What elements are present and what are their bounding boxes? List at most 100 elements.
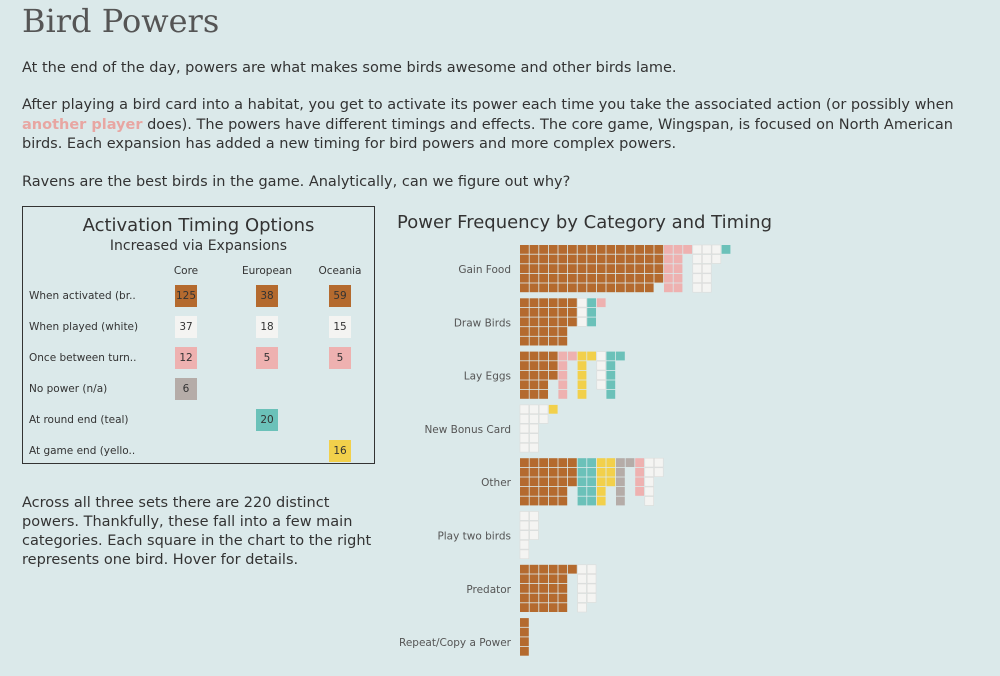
bird-square[interactable] [568, 351, 577, 361]
bird-square[interactable] [539, 603, 548, 612]
bird-square[interactable] [520, 477, 529, 487]
bird-square[interactable] [606, 380, 616, 390]
bird-square[interactable] [548, 283, 558, 293]
bird-square[interactable] [520, 254, 529, 264]
bird-square[interactable] [577, 602, 587, 613]
bird-square[interactable] [520, 487, 529, 496]
bird-square[interactable] [577, 458, 587, 467]
bird-square[interactable] [520, 574, 529, 584]
bird-square[interactable] [519, 520, 530, 531]
bird-square[interactable] [596, 496, 606, 506]
bird-square[interactable] [702, 244, 712, 255]
timing-count-cell[interactable]: 38 [256, 285, 278, 307]
bird-square[interactable] [654, 254, 664, 264]
bird-square[interactable] [519, 404, 530, 414]
bird-square[interactable] [548, 458, 558, 467]
bird-square[interactable] [711, 244, 722, 255]
bird-square[interactable] [539, 467, 548, 477]
bird-square[interactable] [558, 361, 568, 370]
bird-square[interactable] [606, 477, 616, 487]
bird-square[interactable] [577, 351, 587, 361]
bird-square[interactable] [664, 245, 673, 254]
bird-square[interactable] [702, 254, 712, 264]
bird-square[interactable] [606, 467, 616, 477]
bird-square[interactable] [664, 273, 673, 283]
bird-square[interactable] [539, 477, 548, 487]
bird-square[interactable] [644, 486, 654, 497]
bird-square[interactable] [529, 574, 539, 584]
bird-square[interactable] [644, 245, 654, 254]
bird-square[interactable] [520, 603, 529, 612]
bird-square[interactable] [568, 245, 577, 254]
bird-square[interactable] [558, 273, 568, 283]
another-player-link[interactable]: another player [22, 116, 143, 133]
bird-square[interactable] [548, 361, 558, 370]
bird-square[interactable] [616, 477, 625, 487]
bird-square[interactable] [577, 390, 587, 399]
bird-square[interactable] [568, 477, 577, 487]
bird-square[interactable] [587, 467, 596, 477]
bird-square[interactable] [519, 443, 530, 453]
bird-square[interactable] [616, 264, 625, 273]
bird-square[interactable] [520, 646, 529, 656]
bird-square[interactable] [529, 317, 539, 327]
bird-square[interactable] [586, 593, 597, 603]
bird-square[interactable] [635, 467, 644, 477]
bird-square[interactable] [721, 245, 731, 254]
bird-square[interactable] [529, 298, 539, 308]
bird-square[interactable] [635, 245, 644, 254]
bird-square[interactable] [577, 564, 587, 574]
bird-square[interactable] [673, 264, 683, 273]
bird-square[interactable] [520, 390, 529, 399]
bird-square[interactable] [596, 298, 606, 308]
bird-square[interactable] [558, 487, 568, 496]
bird-square[interactable] [548, 564, 558, 574]
bird-square[interactable] [558, 458, 568, 467]
bird-square[interactable] [673, 245, 683, 254]
bird-square[interactable] [577, 317, 587, 327]
bird-square[interactable] [654, 245, 664, 254]
bird-square[interactable] [529, 351, 539, 361]
bird-square[interactable] [529, 603, 539, 612]
bird-square[interactable] [520, 593, 529, 603]
bird-square[interactable] [587, 477, 596, 487]
bird-square[interactable] [683, 245, 692, 254]
bird-square[interactable] [635, 477, 644, 487]
bird-square[interactable] [529, 584, 539, 593]
bird-square[interactable] [577, 307, 587, 318]
bird-square[interactable] [558, 254, 568, 264]
bird-square[interactable] [529, 370, 539, 380]
bird-square[interactable] [568, 317, 577, 327]
bird-square[interactable] [625, 264, 635, 273]
bird-square[interactable] [577, 496, 587, 506]
bird-square[interactable] [548, 336, 558, 346]
bird-square[interactable] [548, 254, 558, 264]
bird-square[interactable] [548, 351, 558, 361]
bird-square[interactable] [702, 283, 712, 293]
bird-square[interactable] [606, 351, 616, 361]
bird-square[interactable] [558, 283, 568, 293]
bird-square[interactable] [558, 593, 568, 603]
bird-square[interactable] [548, 298, 558, 308]
bird-square[interactable] [606, 283, 616, 293]
bird-square[interactable] [520, 273, 529, 283]
bird-square[interactable] [539, 245, 548, 254]
bird-square[interactable] [558, 496, 568, 506]
bird-square[interactable] [520, 298, 529, 308]
bird-square[interactable] [644, 264, 654, 273]
bird-square[interactable] [558, 298, 568, 308]
bird-square[interactable] [606, 370, 616, 380]
bird-square[interactable] [529, 404, 539, 414]
bird-square[interactable] [596, 254, 606, 264]
bird-square[interactable] [635, 254, 644, 264]
bird-square[interactable] [587, 254, 596, 264]
bird-square[interactable] [568, 467, 577, 477]
bird-square[interactable] [539, 298, 548, 308]
bird-square[interactable] [529, 511, 539, 521]
bird-square[interactable] [539, 593, 548, 603]
timing-count-cell[interactable]: 59 [329, 285, 351, 307]
bird-square[interactable] [558, 380, 568, 390]
bird-square[interactable] [558, 477, 568, 487]
bird-square[interactable] [596, 467, 606, 477]
timing-count-cell[interactable]: 6 [175, 378, 197, 400]
